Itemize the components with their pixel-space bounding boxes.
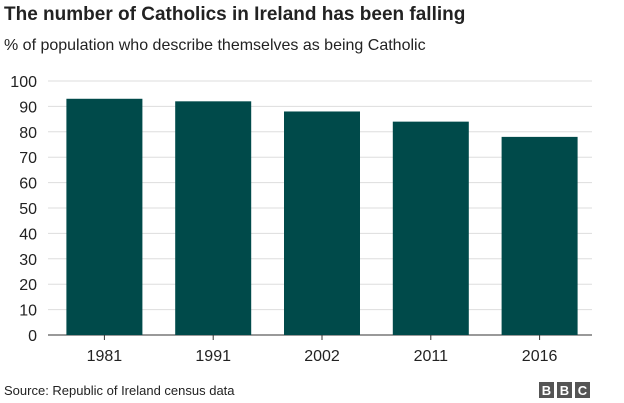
y-axis-ticks: 0 10 20 30 40 50 60 70 80 90 100	[10, 74, 37, 345]
y-tick-label: 0	[28, 328, 37, 345]
y-tick-label: 30	[19, 252, 37, 269]
y-tick-label: 40	[19, 226, 37, 243]
x-tick-label: 2016	[522, 348, 558, 365]
y-tick-label: 50	[19, 201, 37, 218]
y-tick-label: 20	[19, 277, 37, 294]
bar-1981	[66, 98, 143, 335]
x-tick-label: 1991	[195, 348, 231, 365]
bar-1991	[175, 101, 252, 335]
x-tick-label: 1981	[87, 348, 123, 365]
chart-subtitle: % of population who describe themselves …	[4, 37, 426, 54]
bars	[66, 98, 578, 335]
source-note: Source: Republic of Ireland census data	[4, 383, 235, 398]
bbc-logo: B B C	[539, 382, 590, 398]
x-tick-label: 2002	[304, 348, 340, 365]
chart-title: The number of Catholics in Ireland has b…	[4, 4, 466, 25]
footer-divider	[0, 377, 624, 378]
bar-2002	[284, 111, 360, 335]
y-tick-label: 80	[19, 125, 37, 142]
y-tick-label: 90	[19, 99, 37, 116]
x-axis-ticks: 1981 1991 2002 2011 2016	[87, 335, 558, 365]
logo-letter: B	[557, 382, 572, 398]
logo-letter: B	[539, 382, 554, 398]
y-tick-label: 10	[19, 303, 37, 320]
x-tick-label: 2011	[414, 348, 449, 365]
bar-2016	[501, 136, 578, 335]
logo-letter: C	[575, 382, 590, 398]
y-tick-label: 70	[19, 150, 37, 167]
y-tick-label: 100	[10, 74, 37, 91]
y-tick-label: 60	[19, 176, 37, 193]
bar-2011	[392, 121, 469, 335]
